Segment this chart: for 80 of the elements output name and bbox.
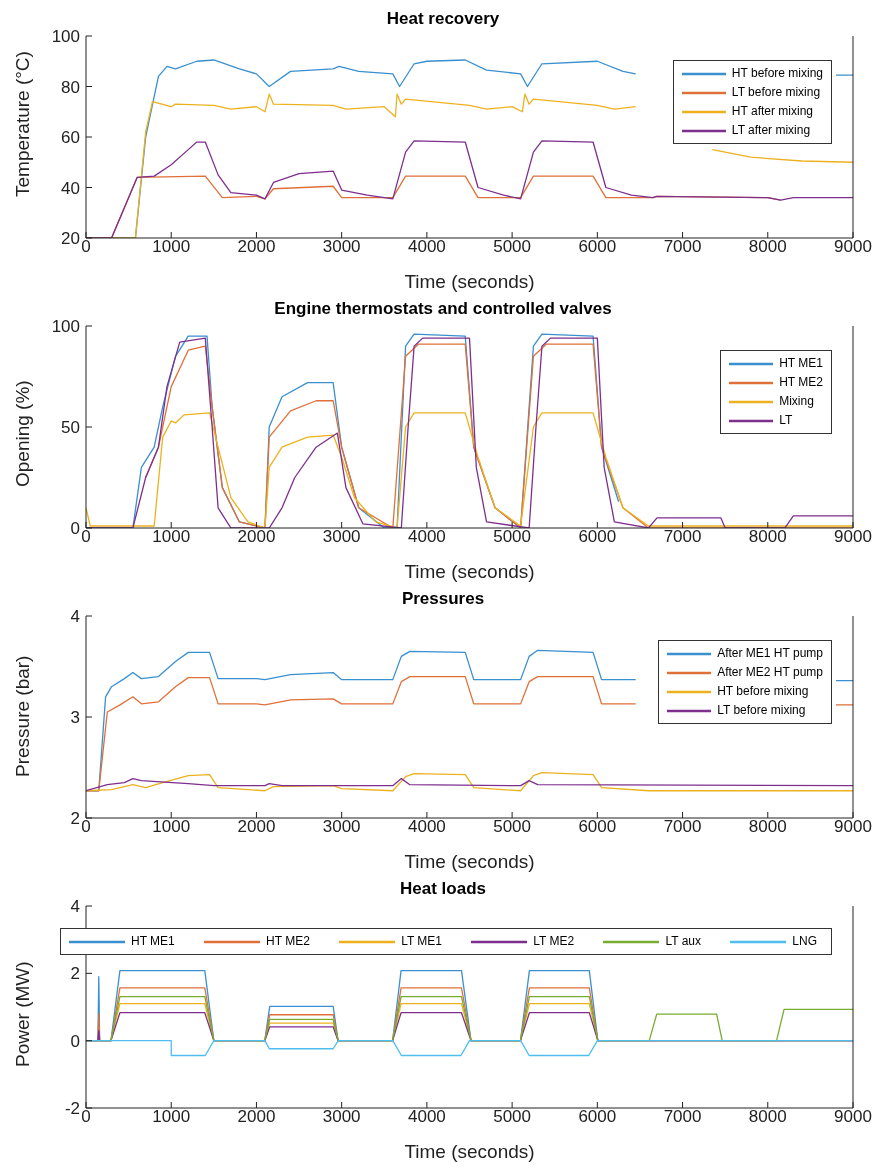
legend-label: LT before mixing bbox=[731, 84, 821, 101]
x-tick-label: 8000 bbox=[748, 527, 787, 547]
y-tick-label: 100 bbox=[51, 27, 80, 47]
x-tick-label: 4000 bbox=[407, 1107, 446, 1127]
x-tick-label: 8000 bbox=[748, 237, 787, 257]
legend-label: HT ME1 bbox=[779, 355, 823, 372]
y-axis-title: Temperature (°C) bbox=[11, 51, 33, 197]
x-tick-label: 5000 bbox=[493, 1107, 532, 1127]
x-tick-label: 4000 bbox=[407, 527, 446, 547]
x-tick-label: 4000 bbox=[407, 237, 446, 257]
legend-label: HT ME2 bbox=[266, 933, 310, 950]
legend-label: After ME1 HT pump bbox=[717, 645, 823, 662]
x-tick-label: 5000 bbox=[493, 237, 532, 257]
x-tick-label: 3000 bbox=[322, 527, 361, 547]
x-tick-label: 3000 bbox=[322, 237, 361, 257]
legend-label: LNG bbox=[792, 933, 817, 950]
legend-label: LT after mixing bbox=[731, 122, 811, 139]
x-axis-title: Time (seconds) bbox=[404, 271, 535, 292]
legend-label: HT ME2 bbox=[779, 374, 823, 391]
x-tick-label: 8000 bbox=[748, 1107, 787, 1127]
x-tick-label: 1000 bbox=[152, 1107, 191, 1127]
y-tick-label: 2 bbox=[70, 809, 80, 829]
y-tick-label: 3 bbox=[70, 708, 80, 728]
y-tick-label: 80 bbox=[61, 77, 80, 97]
x-tick-label: 3000 bbox=[322, 817, 361, 837]
y-tick-label: 50 bbox=[61, 418, 80, 438]
x-tick-label: 7000 bbox=[663, 527, 702, 547]
y-tick-label: 60 bbox=[61, 128, 80, 148]
chart-title: Heat recovery bbox=[386, 9, 500, 28]
chart-title: Pressures bbox=[401, 589, 485, 608]
x-tick-label: 6000 bbox=[578, 1107, 617, 1127]
series-label: HT before mixing bbox=[731, 65, 823, 82]
x-axis-title: Time (seconds) bbox=[404, 1141, 535, 1162]
x-tick-label: 2000 bbox=[237, 527, 276, 547]
y-tick-label: 0 bbox=[70, 1031, 80, 1051]
x-tick-label: 5000 bbox=[493, 817, 532, 837]
y-axis-title: Power (MW) bbox=[11, 961, 33, 1067]
x-tick-label: 4000 bbox=[407, 817, 446, 837]
y-tick-label: 2 bbox=[70, 964, 80, 984]
x-tick-label: 1000 bbox=[152, 817, 191, 837]
legend-label: LT bbox=[779, 412, 793, 429]
x-tick-label: 6000 bbox=[578, 237, 617, 257]
chart-title: Heat loads bbox=[400, 879, 486, 898]
x-tick-label: 5000 bbox=[493, 527, 532, 547]
x-tick-label: 7000 bbox=[663, 237, 702, 257]
legend-label: LT ME1 bbox=[401, 933, 443, 950]
legend-label: LT aux bbox=[665, 933, 702, 950]
x-axis-title: Time (seconds) bbox=[404, 851, 535, 872]
legend-label: LT ME2 bbox=[533, 933, 575, 950]
x-tick-label: 7000 bbox=[663, 1107, 702, 1127]
x-tick-label: 1000 bbox=[152, 527, 191, 547]
legend-label: Mixing bbox=[779, 393, 814, 410]
x-tick-label: 8000 bbox=[748, 817, 787, 837]
x-tick-label: 6000 bbox=[578, 527, 617, 547]
y-tick-label: 20 bbox=[61, 229, 80, 249]
legend-label: HT ME1 bbox=[131, 933, 175, 950]
y-axis-title: Pressure (bar) bbox=[11, 655, 33, 777]
x-tick-label: 2000 bbox=[237, 817, 276, 837]
x-tick-label: 9000 bbox=[834, 527, 872, 547]
chart-title: Engine thermostats and controlled valves bbox=[274, 299, 612, 318]
x-axis-title: Time (seconds) bbox=[404, 561, 535, 582]
x-tick-label: 6000 bbox=[578, 817, 617, 837]
y-axis-title: Opening (%) bbox=[11, 380, 33, 487]
x-tick-label: 9000 bbox=[834, 817, 872, 837]
x-tick-label: 2000 bbox=[237, 237, 276, 257]
legend-label: HT before mixing bbox=[717, 683, 809, 700]
y-tick-label: -2 bbox=[64, 1099, 80, 1119]
legend-label: After ME2 HT pump bbox=[717, 664, 823, 681]
legend-label: LT before mixing bbox=[717, 702, 806, 719]
y-tick-label: 4 bbox=[70, 607, 80, 627]
y-tick-label: 100 bbox=[51, 317, 80, 337]
y-tick-label: 40 bbox=[61, 178, 80, 198]
x-tick-label: 9000 bbox=[834, 1107, 872, 1127]
x-tick-label: 2000 bbox=[237, 1107, 276, 1127]
x-tick-label: 3000 bbox=[322, 1107, 361, 1127]
x-tick-label: 7000 bbox=[663, 817, 702, 837]
legend-label: HT after mixing bbox=[731, 103, 813, 120]
x-tick-label: 1000 bbox=[152, 237, 191, 257]
x-tick-label: 9000 bbox=[834, 237, 872, 257]
y-tick-label: 4 bbox=[70, 897, 80, 917]
